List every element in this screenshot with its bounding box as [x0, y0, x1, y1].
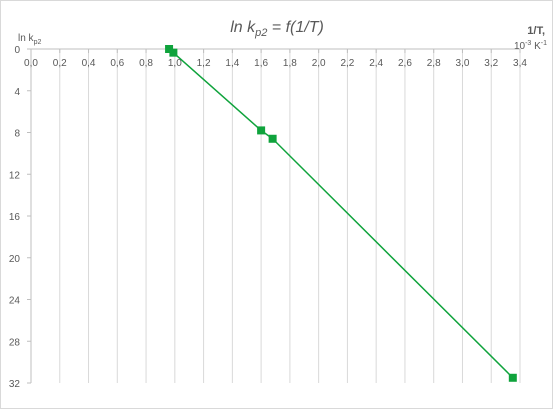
y-tick-label: 28 — [9, 337, 21, 348]
chart-title-prefix: ln k — [230, 19, 256, 36]
y-tick-label: 20 — [9, 254, 21, 265]
x-tick-label: 3,4 — [513, 58, 527, 69]
x-tick-label: 3,0 — [456, 58, 470, 69]
data-point-marker — [508, 373, 517, 382]
x-tick-label: 1,2 — [197, 58, 211, 69]
x-axis-unit-k: K — [531, 41, 541, 52]
x-tick-label: 0,4 — [82, 58, 96, 69]
x-tick-label: 2,8 — [427, 58, 441, 69]
chart-title-subscript: p2 — [254, 27, 267, 39]
x-axis-unit-exp2: -1 — [541, 40, 547, 47]
data-point-marker — [257, 126, 266, 135]
y-axis-title-subscript: p2 — [34, 39, 42, 46]
x-axis-title-line1: 1/T, — [527, 25, 545, 37]
x-tick-label: 1,0 — [168, 58, 182, 69]
chart-title: ln kp2 = f(1/T) — [230, 19, 324, 39]
x-tick-label: 0,8 — [139, 58, 153, 69]
x-tick-label: 0,2 — [53, 58, 67, 69]
y-tick-label: 24 — [9, 296, 21, 307]
x-tick-label: 0,0 — [24, 58, 38, 69]
grid-layer — [59, 49, 521, 383]
chart-title-suffix: = f(1/T) — [267, 19, 323, 36]
series-layer — [165, 45, 517, 382]
y-tick-label: 8 — [14, 129, 20, 140]
y-tick-label: 4 — [14, 87, 20, 98]
data-point-marker — [165, 45, 174, 53]
x-tick-label: 2,0 — [312, 58, 326, 69]
x-axis-unit-exp1: -3 — [525, 40, 531, 47]
x-tick-label: 2,6 — [398, 58, 412, 69]
x-tick-label: 1,4 — [225, 58, 239, 69]
x-tick-label: 0,6 — [110, 58, 124, 69]
x-tick-label: 2,2 — [340, 58, 354, 69]
y-tick-label: 0 — [14, 45, 20, 56]
x-axis-title-line2: 10-3 K-1 — [514, 40, 547, 52]
x-axis-unit-base: 10 — [514, 41, 526, 52]
x-tick-label: 1,6 — [254, 58, 268, 69]
y-tick-label: 16 — [9, 212, 21, 223]
y-tick-label: 12 — [9, 170, 21, 181]
x-tick-labels: 0,0 0,2 0,4 0,6 0,8 1,0 1,2 1,4 1,6 1,8 2,0 2,2 2,4 2… — [24, 58, 527, 69]
data-point-marker — [268, 134, 277, 143]
data-point-marker — [169, 48, 178, 57]
x-tick-label: 2,4 — [369, 58, 383, 69]
y-tick-labels: 0 4 8 12 16 20 24 28 32 — [9, 45, 21, 390]
y-tick-label: 32 — [9, 379, 21, 390]
y-axis-title: ln kp2 — [18, 33, 41, 46]
series-line — [168, 48, 514, 379]
axis-layer — [27, 48, 521, 384]
x-tick-label: 1,8 — [283, 58, 297, 69]
x-tick-label: 3,2 — [484, 58, 498, 69]
y-axis-title-prefix: ln k — [18, 33, 35, 44]
